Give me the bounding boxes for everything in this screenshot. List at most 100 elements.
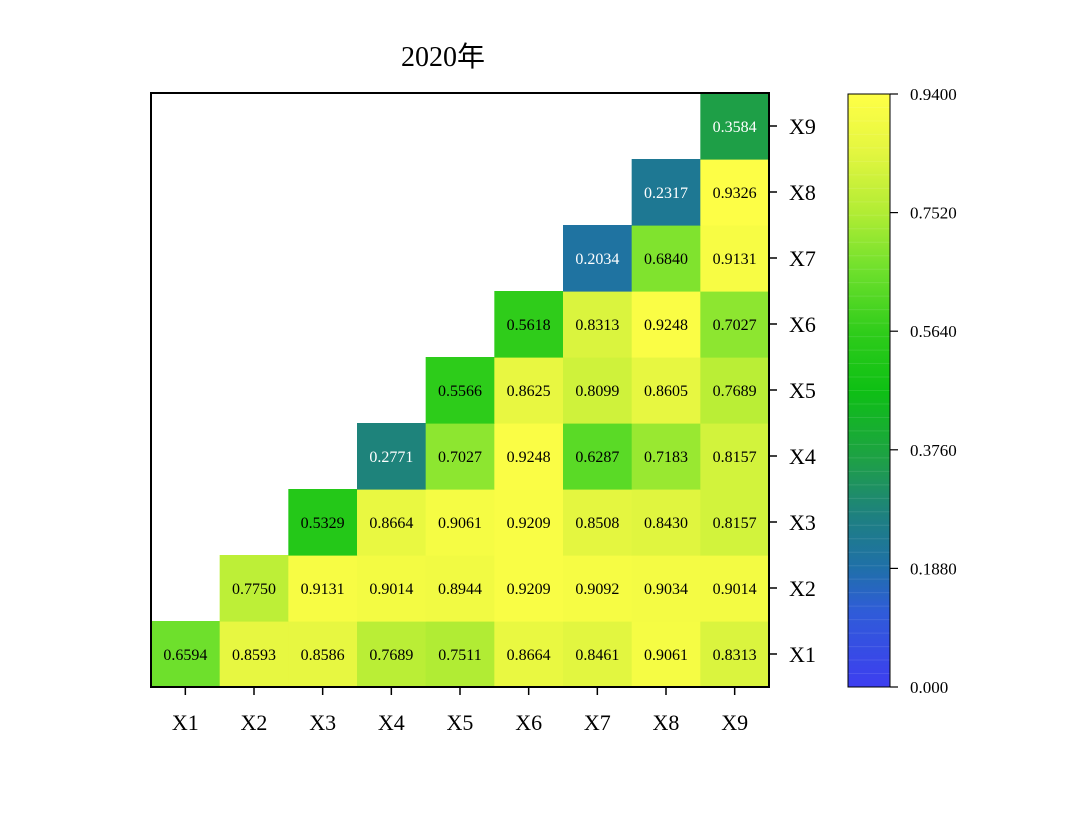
cell-value-label: 0.9131 — [301, 581, 345, 598]
heatmap-cell-X4-X6 — [494, 423, 564, 490]
cell-value-label: 0.7027 — [713, 317, 757, 334]
cell-value-label: 0.8605 — [644, 383, 688, 400]
heatmap-cell-X7-X8 — [631, 225, 701, 292]
heatmap-cell-X2-X9 — [700, 555, 770, 622]
y-tick-label: X4 — [789, 444, 816, 469]
heatmap-cell-X8-X9 — [700, 159, 770, 226]
heatmap-cell-X1-X6 — [494, 621, 564, 688]
cell-value-label: 0.8508 — [575, 515, 619, 532]
cell-value-label: 0.7689 — [713, 383, 757, 400]
x-tick-label: X5 — [447, 710, 474, 735]
cell-value-label: 0.8586 — [301, 647, 345, 664]
y-tick-label: X9 — [789, 114, 816, 139]
heatmap-cell-X1-X1 — [151, 621, 221, 688]
heatmap-cells: 0.6594 0.8593 0.8586 0.7689 0.7511 0.8664 0.84… — [151, 93, 770, 688]
cell-value-label: 0.8664 — [507, 647, 551, 664]
heatmap-cell-X5-X7 — [563, 357, 633, 424]
cell-value-label: 0.8461 — [575, 647, 619, 664]
heatmap-cell-X3-X4 — [357, 489, 427, 556]
x-tick-label: X8 — [653, 710, 680, 735]
x-axis: X1 X2 X3 X4 X5 X6 X7 X8 X9 — [172, 687, 748, 735]
heatmap-cell-X3-X5 — [425, 489, 495, 556]
colorbar-tick-label: 0.7520 — [910, 204, 957, 223]
heatmap-cell-X7-X7 — [563, 225, 633, 292]
colorbar-tick-label: 0.9400 — [910, 85, 957, 104]
cell-value-label: 0.9034 — [644, 581, 688, 598]
x-tick-label: X4 — [378, 710, 405, 735]
heatmap-cell-X4-X9 — [700, 423, 770, 490]
heatmap-cell-X2-X5 — [425, 555, 495, 622]
cell-value-label: 0.3584 — [713, 119, 757, 136]
cell-value-label: 0.8099 — [575, 383, 619, 400]
cell-value-label: 0.8944 — [438, 581, 482, 598]
heatmap-cell-X3-X8 — [631, 489, 701, 556]
colorbar-tick-label: 0.000 — [910, 678, 948, 697]
y-tick-label: X5 — [789, 378, 816, 403]
cell-value-label: 0.5618 — [507, 317, 551, 334]
cell-value-label: 0.7689 — [369, 647, 413, 664]
heatmap-cell-X4-X5 — [425, 423, 495, 490]
cell-value-label: 0.9209 — [507, 515, 551, 532]
cell-value-label: 0.8593 — [232, 647, 276, 664]
chart-title: 2020年 — [401, 41, 485, 73]
y-tick-label: X2 — [789, 576, 816, 601]
heatmap-cell-X7-X9 — [700, 225, 770, 292]
cell-value-label: 0.2771 — [369, 449, 413, 466]
x-tick-label: X3 — [309, 710, 336, 735]
heatmap-cell-X6-X9 — [700, 291, 770, 358]
cell-value-label: 0.6594 — [163, 647, 207, 664]
cell-value-label: 0.9061 — [438, 515, 482, 532]
colorbar-legend: 0.000 0.1880 0.3760 0.5640 0.7520 0.9400 — [847, 85, 957, 697]
heatmap-cell-X2-X7 — [563, 555, 633, 622]
x-tick-label: X1 — [172, 710, 199, 735]
cell-value-label: 0.9014 — [713, 581, 757, 598]
cell-value-label: 0.5566 — [438, 383, 482, 400]
heatmap-cell-X3-X7 — [563, 489, 633, 556]
heatmap-cell-X1-X7 — [563, 621, 633, 688]
heatmap-cell-X1-X5 — [425, 621, 495, 688]
heatmap-cell-X2-X8 — [631, 555, 701, 622]
cell-value-label: 0.8157 — [713, 515, 757, 532]
cell-value-label: 0.9014 — [369, 581, 413, 598]
cell-value-label: 0.8625 — [507, 383, 551, 400]
cell-value-label: 0.7750 — [232, 581, 276, 598]
y-tick-label: X3 — [789, 510, 816, 535]
heatmap-cell-X5-X9 — [700, 357, 770, 424]
y-tick-label: X1 — [789, 642, 816, 667]
heatmap-cell-X3-X6 — [494, 489, 564, 556]
cell-value-label: 0.8157 — [713, 449, 757, 466]
y-axis: X1 X2 X3 X4 X5 X6 X7 X8 X9 — [769, 114, 816, 667]
heatmap-cell-X5-X8 — [631, 357, 701, 424]
heatmap-cell-X2-X3 — [288, 555, 358, 622]
heatmap-cell-X1-X2 — [219, 621, 289, 688]
heatmap-cell-X4-X4 — [357, 423, 427, 490]
heatmap-cell-X6-X8 — [631, 291, 701, 358]
colorbar-tick-label: 0.5640 — [910, 322, 957, 341]
cell-value-label: 0.9248 — [644, 317, 688, 334]
y-tick-label: X7 — [789, 246, 816, 271]
heatmap-cell-X3-X3 — [288, 489, 358, 556]
heatmap-cell-X2-X6 — [494, 555, 564, 622]
heatmap-cell-X1-X8 — [631, 621, 701, 688]
cell-value-label: 0.9092 — [575, 581, 619, 598]
cell-value-label: 0.8313 — [575, 317, 619, 334]
colorbar-tick-label: 0.3760 — [910, 441, 957, 460]
x-tick-label: X9 — [721, 710, 748, 735]
heatmap-cell-X4-X7 — [563, 423, 633, 490]
heatmap-cell-X2-X4 — [357, 555, 427, 622]
cell-value-label: 0.8313 — [713, 647, 757, 664]
cell-value-label: 0.8430 — [644, 515, 688, 532]
cell-value-label: 0.9131 — [713, 251, 757, 268]
colorbar-tick-label: 0.1880 — [910, 559, 957, 578]
heatmap-cell-X2-X2 — [219, 555, 289, 622]
cell-value-label: 0.9061 — [644, 647, 688, 664]
cell-value-label: 0.7027 — [438, 449, 482, 466]
heatmap-cell-X9-X9 — [700, 93, 770, 160]
x-tick-label: X7 — [584, 710, 611, 735]
heatmap-cell-X1-X4 — [357, 621, 427, 688]
heatmap-cell-X5-X5 — [425, 357, 495, 424]
heatmap-cell-X5-X6 — [494, 357, 564, 424]
heatmap-cell-X1-X3 — [288, 621, 358, 688]
heatmap-cell-X6-X7 — [563, 291, 633, 358]
